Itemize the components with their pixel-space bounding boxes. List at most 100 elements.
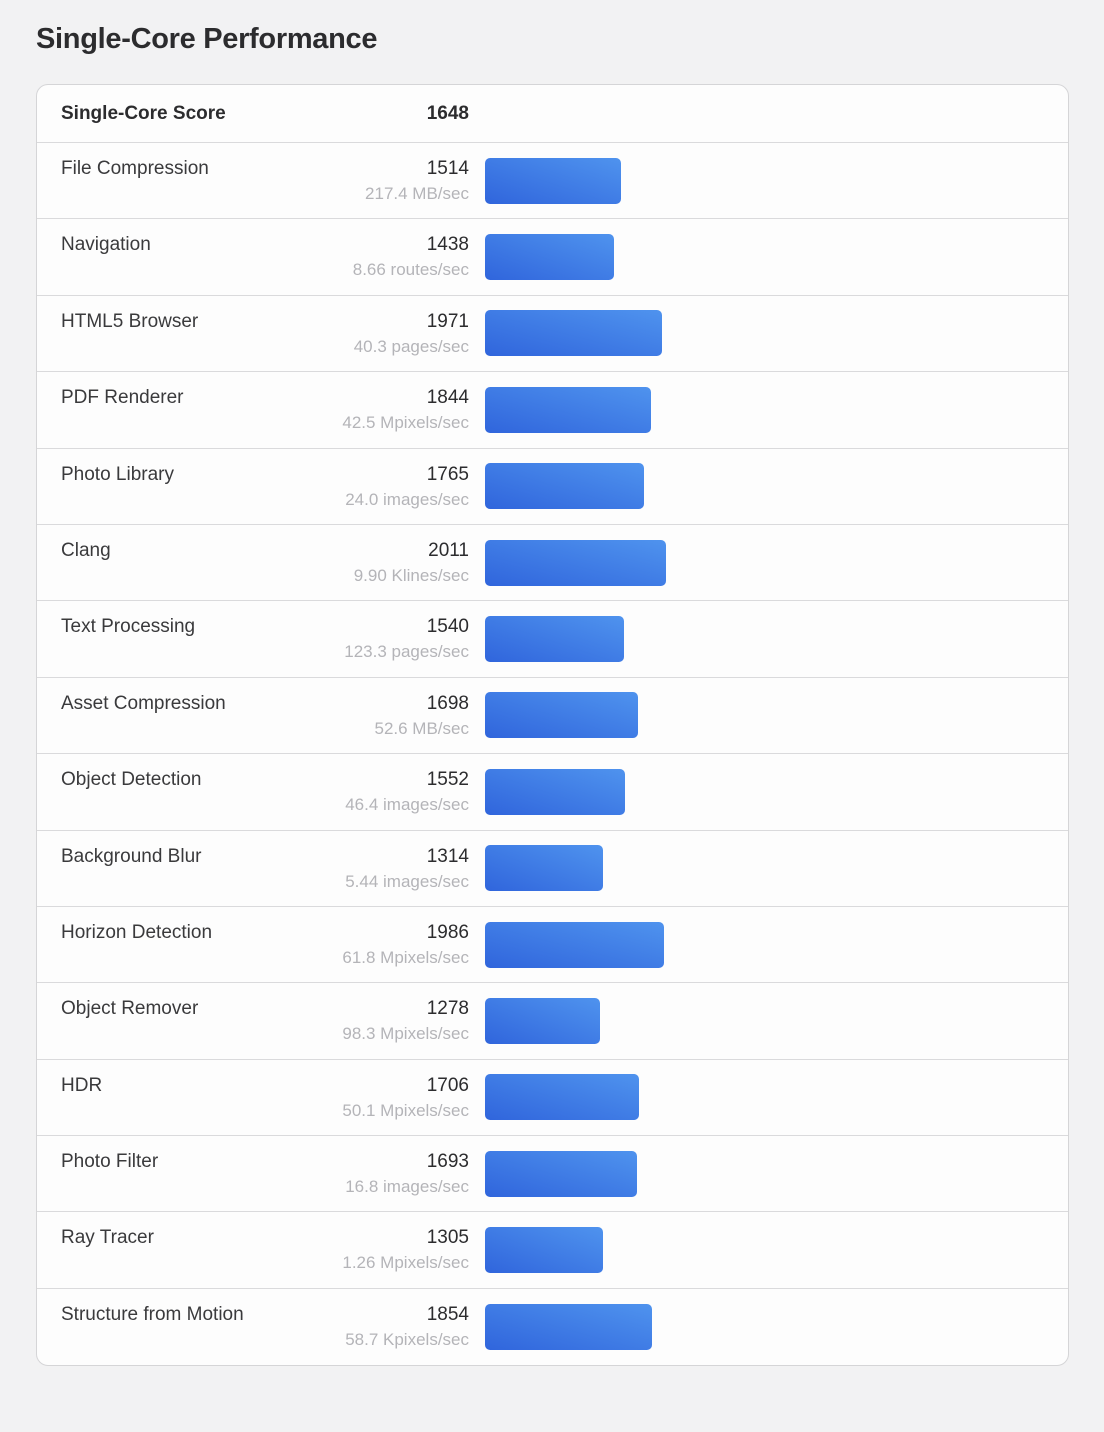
benchmark-score-block: 1765 24.0 images/sec (319, 449, 469, 524)
benchmark-rate: 46.4 images/sec (345, 795, 469, 815)
score-bar (485, 539, 666, 586)
benchmark-rate: 98.3 Mpixels/sec (342, 1024, 469, 1044)
benchmark-rate: 42.5 Mpixels/sec (342, 413, 469, 433)
benchmark-rate: 61.8 Mpixels/sec (342, 947, 469, 967)
benchmark-score: 2011 (428, 539, 469, 561)
benchmark-score: 1971 (426, 310, 469, 332)
benchmark-score: 1438 (426, 234, 469, 256)
score-bar (485, 616, 624, 663)
benchmark-score-block: 1706 50.1 Mpixels/sec (319, 1060, 469, 1135)
benchmark-score-block: 1278 98.3 Mpixels/sec (319, 983, 469, 1058)
score-header-value: 1648 (426, 102, 469, 124)
bar-track (485, 1136, 1068, 1211)
benchmark-rate: 5.44 images/sec (345, 871, 469, 891)
benchmark-score-block: 1314 5.44 images/sec (319, 831, 469, 906)
bar-track (485, 525, 1068, 600)
benchmark-row: Background Blur 1314 5.44 images/sec (37, 831, 1068, 907)
benchmark-row: Text Processing 1540 123.3 pages/sec (37, 601, 1068, 678)
benchmark-rate: 50.1 Mpixels/sec (342, 1100, 469, 1120)
benchmark-label: Ray Tracer (61, 1227, 154, 1249)
benchmark-row: Structure from Motion 1854 58.7 Kpixels/… (37, 1289, 1068, 1365)
benchmark-label: Background Blur (61, 845, 202, 867)
benchmark-rate: 217.4 MB/sec (365, 184, 469, 203)
bar-track (485, 449, 1068, 524)
score-bar (485, 845, 604, 892)
bar-track (485, 372, 1068, 447)
benchmark-row: Horizon Detection 1986 61.8 Mpixels/sec (37, 907, 1068, 984)
benchmark-row: Ray Tracer 1305 1.26 Mpixels/sec (37, 1212, 1068, 1289)
results-card: Single-Core Score 1648 File Compression … (36, 84, 1069, 1367)
score-bar (485, 310, 663, 357)
bar-track (485, 601, 1068, 676)
bar-track (485, 983, 1068, 1058)
benchmark-label: HTML5 Browser (61, 310, 199, 332)
benchmark-score-block: 1986 61.8 Mpixels/sec (319, 907, 469, 982)
bar-track (485, 1060, 1068, 1135)
benchmark-label: PDF Renderer (61, 387, 184, 409)
benchmark-label: File Compression (61, 158, 209, 179)
benchmark-score-block: 1698 52.6 MB/sec (319, 678, 470, 753)
benchmark-score-block: 1971 40.3 pages/sec (319, 296, 469, 371)
benchmark-label: Text Processing (61, 616, 196, 638)
bar-track (485, 1212, 1068, 1287)
benchmark-rate: 1.26 Mpixels/sec (342, 1253, 469, 1273)
benchmark-rate: 52.6 MB/sec (374, 718, 470, 738)
score-bar (485, 1227, 603, 1274)
benchmark-label: Structure from Motion (61, 1303, 244, 1325)
benchmark-score-block: 1305 1.26 Mpixels/sec (319, 1212, 469, 1287)
bar-track (485, 143, 1068, 218)
benchmark-row: Photo Library 1765 24.0 images/sec (37, 449, 1068, 525)
bar-track (485, 219, 1068, 294)
score-bar (485, 921, 664, 968)
benchmark-label: Asset Compression (61, 692, 226, 714)
benchmark-score: 1278 (426, 998, 469, 1020)
benchmark-score: 1698 (426, 692, 469, 714)
benchmark-label: Object Remover (61, 998, 199, 1020)
benchmark-score-block: 1854 58.7 Kpixels/sec (319, 1289, 469, 1365)
bar-track (485, 678, 1068, 753)
bar-track (485, 754, 1068, 829)
benchmark-label: Horizon Detection (61, 921, 213, 943)
benchmark-score: 1844 (426, 387, 469, 409)
benchmark-label: HDR (61, 1074, 103, 1096)
score-bar (485, 1150, 638, 1197)
benchmark-rate: 8.66 routes/sec (352, 260, 469, 280)
benchmark-rate: 9.90 Klines/sec (353, 565, 469, 585)
score-bar (485, 463, 644, 510)
benchmark-label: Object Detection (61, 769, 202, 791)
score-bar (485, 692, 638, 739)
score-header-label: Single-Core Score (61, 102, 226, 124)
benchmark-row: Asset Compression 1698 52.6 MB/sec (37, 678, 1068, 755)
benchmark-label: Navigation (61, 234, 151, 256)
benchmark-label: Photo Library (61, 463, 175, 485)
benchmark-row: PDF Renderer 1844 42.5 Mpixels/sec (37, 372, 1068, 449)
benchmark-score: 1305 (426, 1227, 469, 1249)
benchmark-rate: 16.8 images/sec (345, 1177, 469, 1197)
benchmark-score-block: 1693 16.8 images/sec (319, 1136, 469, 1211)
score-bar (485, 997, 600, 1044)
benchmark-row: Photo Filter 1693 16.8 images/sec (37, 1136, 1068, 1213)
benchmark-row: HTML5 Browser 1971 40.3 pages/sec (37, 296, 1068, 373)
benchmark-rate: 40.3 pages/sec (353, 336, 469, 356)
benchmark-score: 1314 (426, 845, 469, 867)
benchmark-score: 1514 (426, 158, 469, 179)
benchmark-rate: 123.3 pages/sec (344, 642, 469, 662)
benchmark-label: Photo Filter (61, 1151, 159, 1173)
benchmark-score: 1986 (426, 921, 469, 943)
score-bar (485, 768, 625, 815)
benchmark-rate: 24.0 images/sec (345, 489, 469, 509)
benchmark-score-block: 2011 9.90 Klines/sec (319, 525, 469, 600)
score-bar (485, 1074, 639, 1121)
bar-track (485, 907, 1068, 982)
benchmark-score: 1706 (426, 1074, 469, 1096)
score-bar (485, 386, 651, 433)
benchmark-score-block: 1540 123.3 pages/sec (319, 601, 469, 676)
benchmark-score-block: 1514 217.4 MB/sec (319, 143, 469, 218)
score-bar (485, 234, 615, 281)
bar-track (485, 296, 1068, 371)
bar-track (485, 831, 1068, 906)
benchmark-row: Object Remover 1278 98.3 Mpixels/sec (37, 983, 1068, 1060)
score-bar (485, 1304, 652, 1351)
benchmark-score-block: 1438 8.66 routes/sec (319, 219, 469, 294)
benchmark-row: HDR 1706 50.1 Mpixels/sec (37, 1060, 1068, 1137)
